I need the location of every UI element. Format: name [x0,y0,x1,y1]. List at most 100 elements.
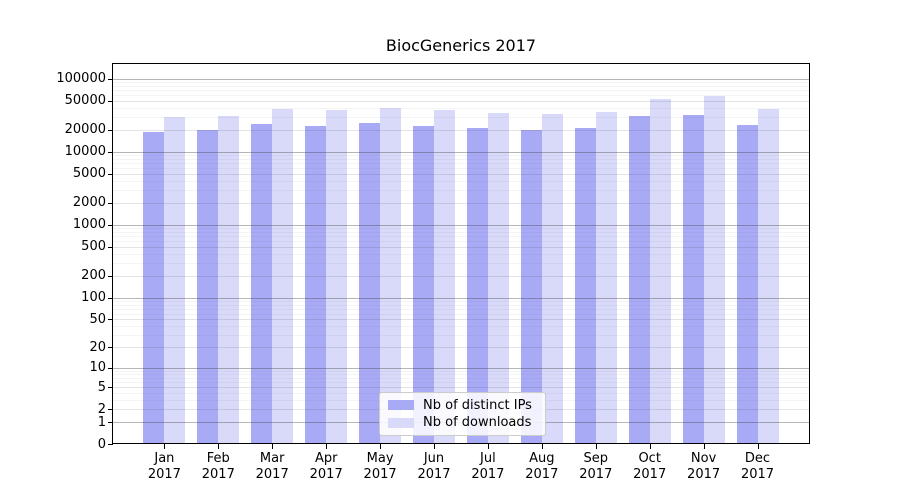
bar-downloads [272,108,294,444]
y-tick-mark [108,203,113,204]
gridline [113,100,809,102]
gridline [113,168,809,169]
bar-distinct-ips [736,124,758,444]
gridline [113,151,809,153]
x-tick-label: Jul 2017 [471,451,505,482]
x-tick-label: Jun 2017 [417,451,451,482]
y-tick-mark [108,247,113,248]
x-tick-mark [488,444,489,449]
gridline [113,367,809,369]
gridline [113,190,809,191]
gridline [113,228,809,230]
x-tick-mark [650,444,651,449]
x-tick-mark [218,444,219,449]
x-tick-mark [326,444,327,449]
bar-downloads [487,112,509,444]
gridline [113,313,809,315]
bar-downloads [595,111,617,444]
gridline [113,300,809,302]
gridline [113,326,809,328]
x-tick-mark [164,444,165,449]
gridline [113,231,809,233]
bar-distinct-ips [466,127,488,444]
x-tick-label: May 2017 [363,451,397,482]
y-tick-mark [108,409,113,410]
y-tick-label: 0 [97,436,106,452]
gridline [113,85,809,87]
bar-downloads [380,108,402,444]
gridline [113,129,809,131]
gridline [113,387,809,389]
x-tick-mark [272,444,273,449]
x-tick-label: Feb 2017 [201,451,235,482]
y-tick-mark [108,368,113,369]
y-tick-label: 5 [97,379,106,395]
bar-distinct-ips [251,124,273,444]
bar-distinct-ips [143,132,165,444]
legend: Nb of distinct IPs Nb of downloads [379,392,546,436]
bar-downloads [326,109,348,444]
x-tick-label: Nov 2017 [687,451,721,482]
gridline [113,90,809,92]
gridline [113,95,809,96]
gridline [113,374,809,376]
gridline [113,107,809,109]
x-tick-mark [758,444,759,449]
x-tick-label: Aug 2017 [525,451,559,482]
bar-distinct-ips [197,129,219,444]
y-tick-mark [108,225,113,226]
bar-downloads [757,108,779,444]
x-tick-label: Jan 2017 [147,451,181,482]
bar-downloads [541,113,563,444]
y-tick-mark [108,422,113,423]
gridline [113,378,809,379]
gridline [113,202,809,204]
y-tick-mark [108,444,113,445]
gridline [113,262,809,264]
y-tick-label: 500 [81,239,106,255]
y-tick-mark [108,276,113,277]
gridline [113,319,809,321]
gridline [113,275,809,277]
bar-distinct-ips [628,116,650,444]
x-tick-label: Oct 2017 [633,451,667,482]
bar-distinct-ips [359,123,381,444]
gridline [113,116,809,118]
gridline [113,82,809,84]
gridline [113,163,809,165]
y-tick-label: 2 [97,401,106,417]
gridline [113,347,809,349]
x-tick-label: Mar 2017 [255,451,289,482]
x-tick-mark [596,444,597,449]
y-tick-label: 1000 [72,217,106,233]
bar-distinct-ips [520,130,542,444]
gridline [113,173,809,175]
legend-item-distinct-ips: Nb of distinct IPs [380,398,545,413]
y-tick-label: 50 [89,311,106,327]
gridline [113,224,809,226]
y-tick-label: 100000 [56,71,106,87]
bar-distinct-ips [682,114,704,444]
y-tick-mark [108,298,113,299]
bar-distinct-ips [574,127,596,444]
y-tick-label: 10 [89,360,106,376]
bar-downloads [218,115,240,444]
y-tick-mark [108,347,113,348]
gridline [113,180,809,182]
y-tick-mark [108,319,113,320]
bar-distinct-ips [305,125,327,444]
gridline [113,246,809,248]
legend-label-downloads: Nb of downloads [423,415,532,431]
legend-item-downloads: Nb of downloads [380,415,545,430]
gridline [113,297,809,299]
gridline [113,236,809,238]
gridline [113,370,809,372]
gridline [113,155,809,157]
gridline [113,253,809,255]
x-tick-label: Sep 2017 [579,451,613,482]
y-tick-label: 10000 [64,144,106,160]
gridline [113,241,809,242]
x-tick-label: Dec 2017 [740,451,775,482]
y-tick-mark [108,101,113,102]
